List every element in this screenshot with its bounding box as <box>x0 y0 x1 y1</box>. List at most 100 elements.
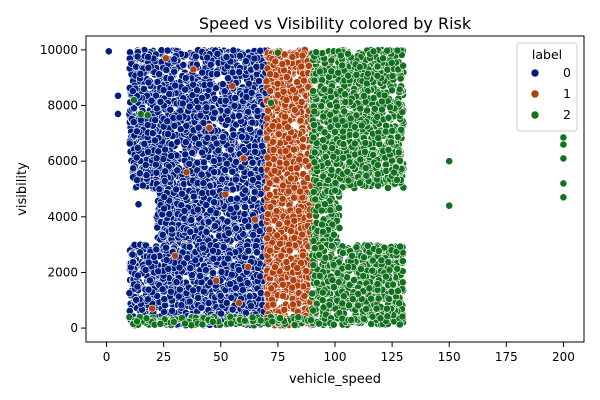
scatter-point <box>217 175 226 184</box>
scatter-point <box>198 68 207 77</box>
scatter-point <box>218 80 227 89</box>
scatter-point <box>156 97 165 106</box>
scatter-point <box>266 70 274 79</box>
scatter-point <box>298 251 307 260</box>
scatter-point <box>132 295 140 304</box>
scatter-point <box>166 74 175 83</box>
scatter-point <box>263 153 272 162</box>
scatter-point <box>288 283 297 292</box>
scatter-point <box>201 265 210 274</box>
scatter-point <box>159 155 168 163</box>
scatter-point <box>154 267 163 276</box>
scatter-point <box>175 113 184 122</box>
scatter-point <box>266 87 275 95</box>
scatter-point <box>223 107 232 115</box>
scatter-point <box>191 256 200 265</box>
scatter-point <box>132 153 141 162</box>
scatter-point <box>226 280 234 288</box>
scatter-point <box>129 164 138 173</box>
scatter-point <box>224 254 232 263</box>
scatter-point <box>244 222 253 231</box>
scatter-point <box>263 134 272 143</box>
scatter-point <box>270 166 279 175</box>
scatter-point <box>278 194 287 203</box>
scatter-point <box>219 243 228 251</box>
scatter-point <box>272 206 281 215</box>
scatter-point <box>284 187 293 196</box>
scatter-point <box>281 147 290 155</box>
scatter-point <box>167 152 175 160</box>
scatter-point <box>268 122 277 130</box>
scatter-point <box>248 175 257 184</box>
scatter-point <box>232 157 240 166</box>
scatter-point <box>265 179 274 188</box>
scatter-point <box>296 187 304 196</box>
scatter-point <box>269 145 278 154</box>
scatter-point <box>182 121 191 130</box>
scatter-point <box>133 143 142 152</box>
scatter-point <box>198 94 206 102</box>
scatter-point <box>279 87 288 96</box>
scatter-point <box>168 306 176 315</box>
scatter-point <box>251 242 260 250</box>
scatter-point <box>208 188 217 197</box>
scatter-point <box>166 287 175 296</box>
scatter-point <box>164 265 173 273</box>
scatter-point <box>198 148 206 157</box>
scatter-point <box>177 301 186 310</box>
scatter-point <box>175 285 184 294</box>
scatter-point <box>155 70 163 79</box>
scatter-point <box>244 262 253 271</box>
scatter-point <box>140 85 148 93</box>
scatter-point <box>286 174 295 183</box>
scatter-point <box>287 227 295 235</box>
scatter-point <box>289 300 297 309</box>
scatter-point <box>198 189 207 197</box>
scatter-point <box>181 85 190 94</box>
scatter-point <box>255 227 264 235</box>
scatter-point <box>199 287 208 296</box>
scatter-point <box>219 132 227 141</box>
scatter-point <box>250 54 259 63</box>
scatter-point <box>160 204 168 213</box>
scatter-point <box>256 46 265 55</box>
scatter-point <box>283 218 292 227</box>
scatter-point <box>162 256 171 264</box>
scatter-point <box>162 243 170 252</box>
scatter-point <box>129 118 138 126</box>
scatter-point <box>142 171 151 180</box>
scatter-point <box>290 216 299 225</box>
scatter-point <box>104 47 113 56</box>
scatter-point <box>162 54 170 63</box>
scatter-point <box>278 280 287 289</box>
scatter-point <box>204 299 213 307</box>
scatter-point <box>152 245 161 254</box>
scatter-point <box>250 188 259 196</box>
scatter-point <box>276 239 284 248</box>
scatter-point <box>282 96 291 104</box>
scatter-point <box>179 61 188 69</box>
scatter-point <box>209 254 218 263</box>
scatter-point <box>145 276 154 285</box>
scatter-point <box>223 217 232 226</box>
scatter-point <box>265 225 274 234</box>
scatter-point <box>262 77 271 86</box>
scatter-point <box>297 62 306 71</box>
scatter-point <box>150 252 158 261</box>
scatter-point <box>144 78 153 87</box>
scatter-point <box>235 111 243 120</box>
scatter-point <box>185 159 194 168</box>
scatter-point <box>224 229 233 237</box>
scatter-point <box>210 168 219 176</box>
scatter-point <box>235 299 243 307</box>
scatter-point <box>196 272 204 280</box>
scatter-point <box>114 110 122 118</box>
scatter-point <box>247 302 255 310</box>
scatter-point <box>244 79 253 88</box>
scatter-point <box>249 194 258 203</box>
scatter-point <box>252 248 261 257</box>
scatter-point <box>221 190 230 199</box>
scatter-point <box>161 145 169 154</box>
scatter-point <box>166 105 175 114</box>
scatter-point <box>136 69 145 78</box>
